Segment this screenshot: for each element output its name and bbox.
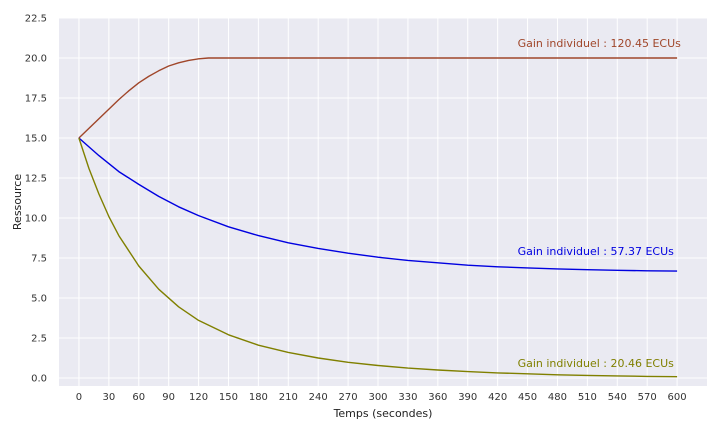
- x-tick-label: 330: [398, 392, 417, 403]
- x-tick-label: 60: [132, 392, 145, 403]
- y-tick-label: 20.0: [25, 54, 47, 65]
- series-line-1: [78, 57, 678, 139]
- x-tick-label: 480: [548, 392, 567, 403]
- x-tick-label: 270: [339, 392, 358, 403]
- x-tick-label: 420: [488, 392, 507, 403]
- x-tick-label: 210: [279, 392, 298, 403]
- series-line-3: [78, 137, 678, 378]
- plot-area: [59, 18, 707, 386]
- series-line-2: [78, 137, 678, 272]
- y-axis-ticks: 0.0 2.5 5.0 7.5 10.0 12.5 15.0 17.5 20.0 22.5: [25, 14, 47, 385]
- x-tick-label: 600: [668, 392, 687, 403]
- x-tick-label: 30: [102, 392, 115, 403]
- y-tick-label: 17.5: [25, 94, 47, 105]
- x-axis-label: Temps (secondes): [333, 407, 433, 420]
- x-tick-label: 390: [458, 392, 477, 403]
- x-tick-label: 510: [578, 392, 597, 403]
- annotation-2: Gain individuel : 57.37 ECUs: [518, 245, 675, 258]
- x-tick-label: 240: [309, 392, 328, 403]
- annotation-3: Gain individuel : 20.46 ECUs: [518, 357, 675, 370]
- annotations: Gain individuel : 120.45 ECUs Gain indivi…: [518, 37, 682, 370]
- x-tick-label: 180: [249, 392, 268, 403]
- x-tick-label: 0: [76, 392, 82, 403]
- y-tick-label: 12.5: [25, 174, 47, 185]
- x-tick-label: 150: [219, 392, 238, 403]
- y-axis-label: Ressource: [11, 174, 24, 230]
- x-tick-label: 120: [189, 392, 208, 403]
- y-tick-label: 7.5: [31, 254, 47, 265]
- y-tick-label: 10.0: [25, 214, 47, 225]
- y-tick-label: 15.0: [25, 134, 47, 145]
- y-tick-label: 2.5: [31, 334, 47, 345]
- x-tick-label: 450: [518, 392, 537, 403]
- x-tick-label: 570: [638, 392, 657, 403]
- x-axis-ticks: 0 30 60 90 120 150 180 210 240 270 300 330 360 390 420…: [76, 392, 687, 403]
- y-tick-label: 5.0: [31, 294, 47, 305]
- x-tick-label: 360: [428, 392, 447, 403]
- x-tick-label: 540: [608, 392, 627, 403]
- annotation-1: Gain individuel : 120.45 ECUs: [518, 37, 682, 50]
- x-tick-label: 300: [368, 392, 387, 403]
- series-lines: [78, 57, 678, 378]
- y-tick-label: 0.0: [31, 374, 47, 385]
- x-tick-label: 90: [162, 392, 175, 403]
- y-tick-label: 22.5: [25, 14, 47, 25]
